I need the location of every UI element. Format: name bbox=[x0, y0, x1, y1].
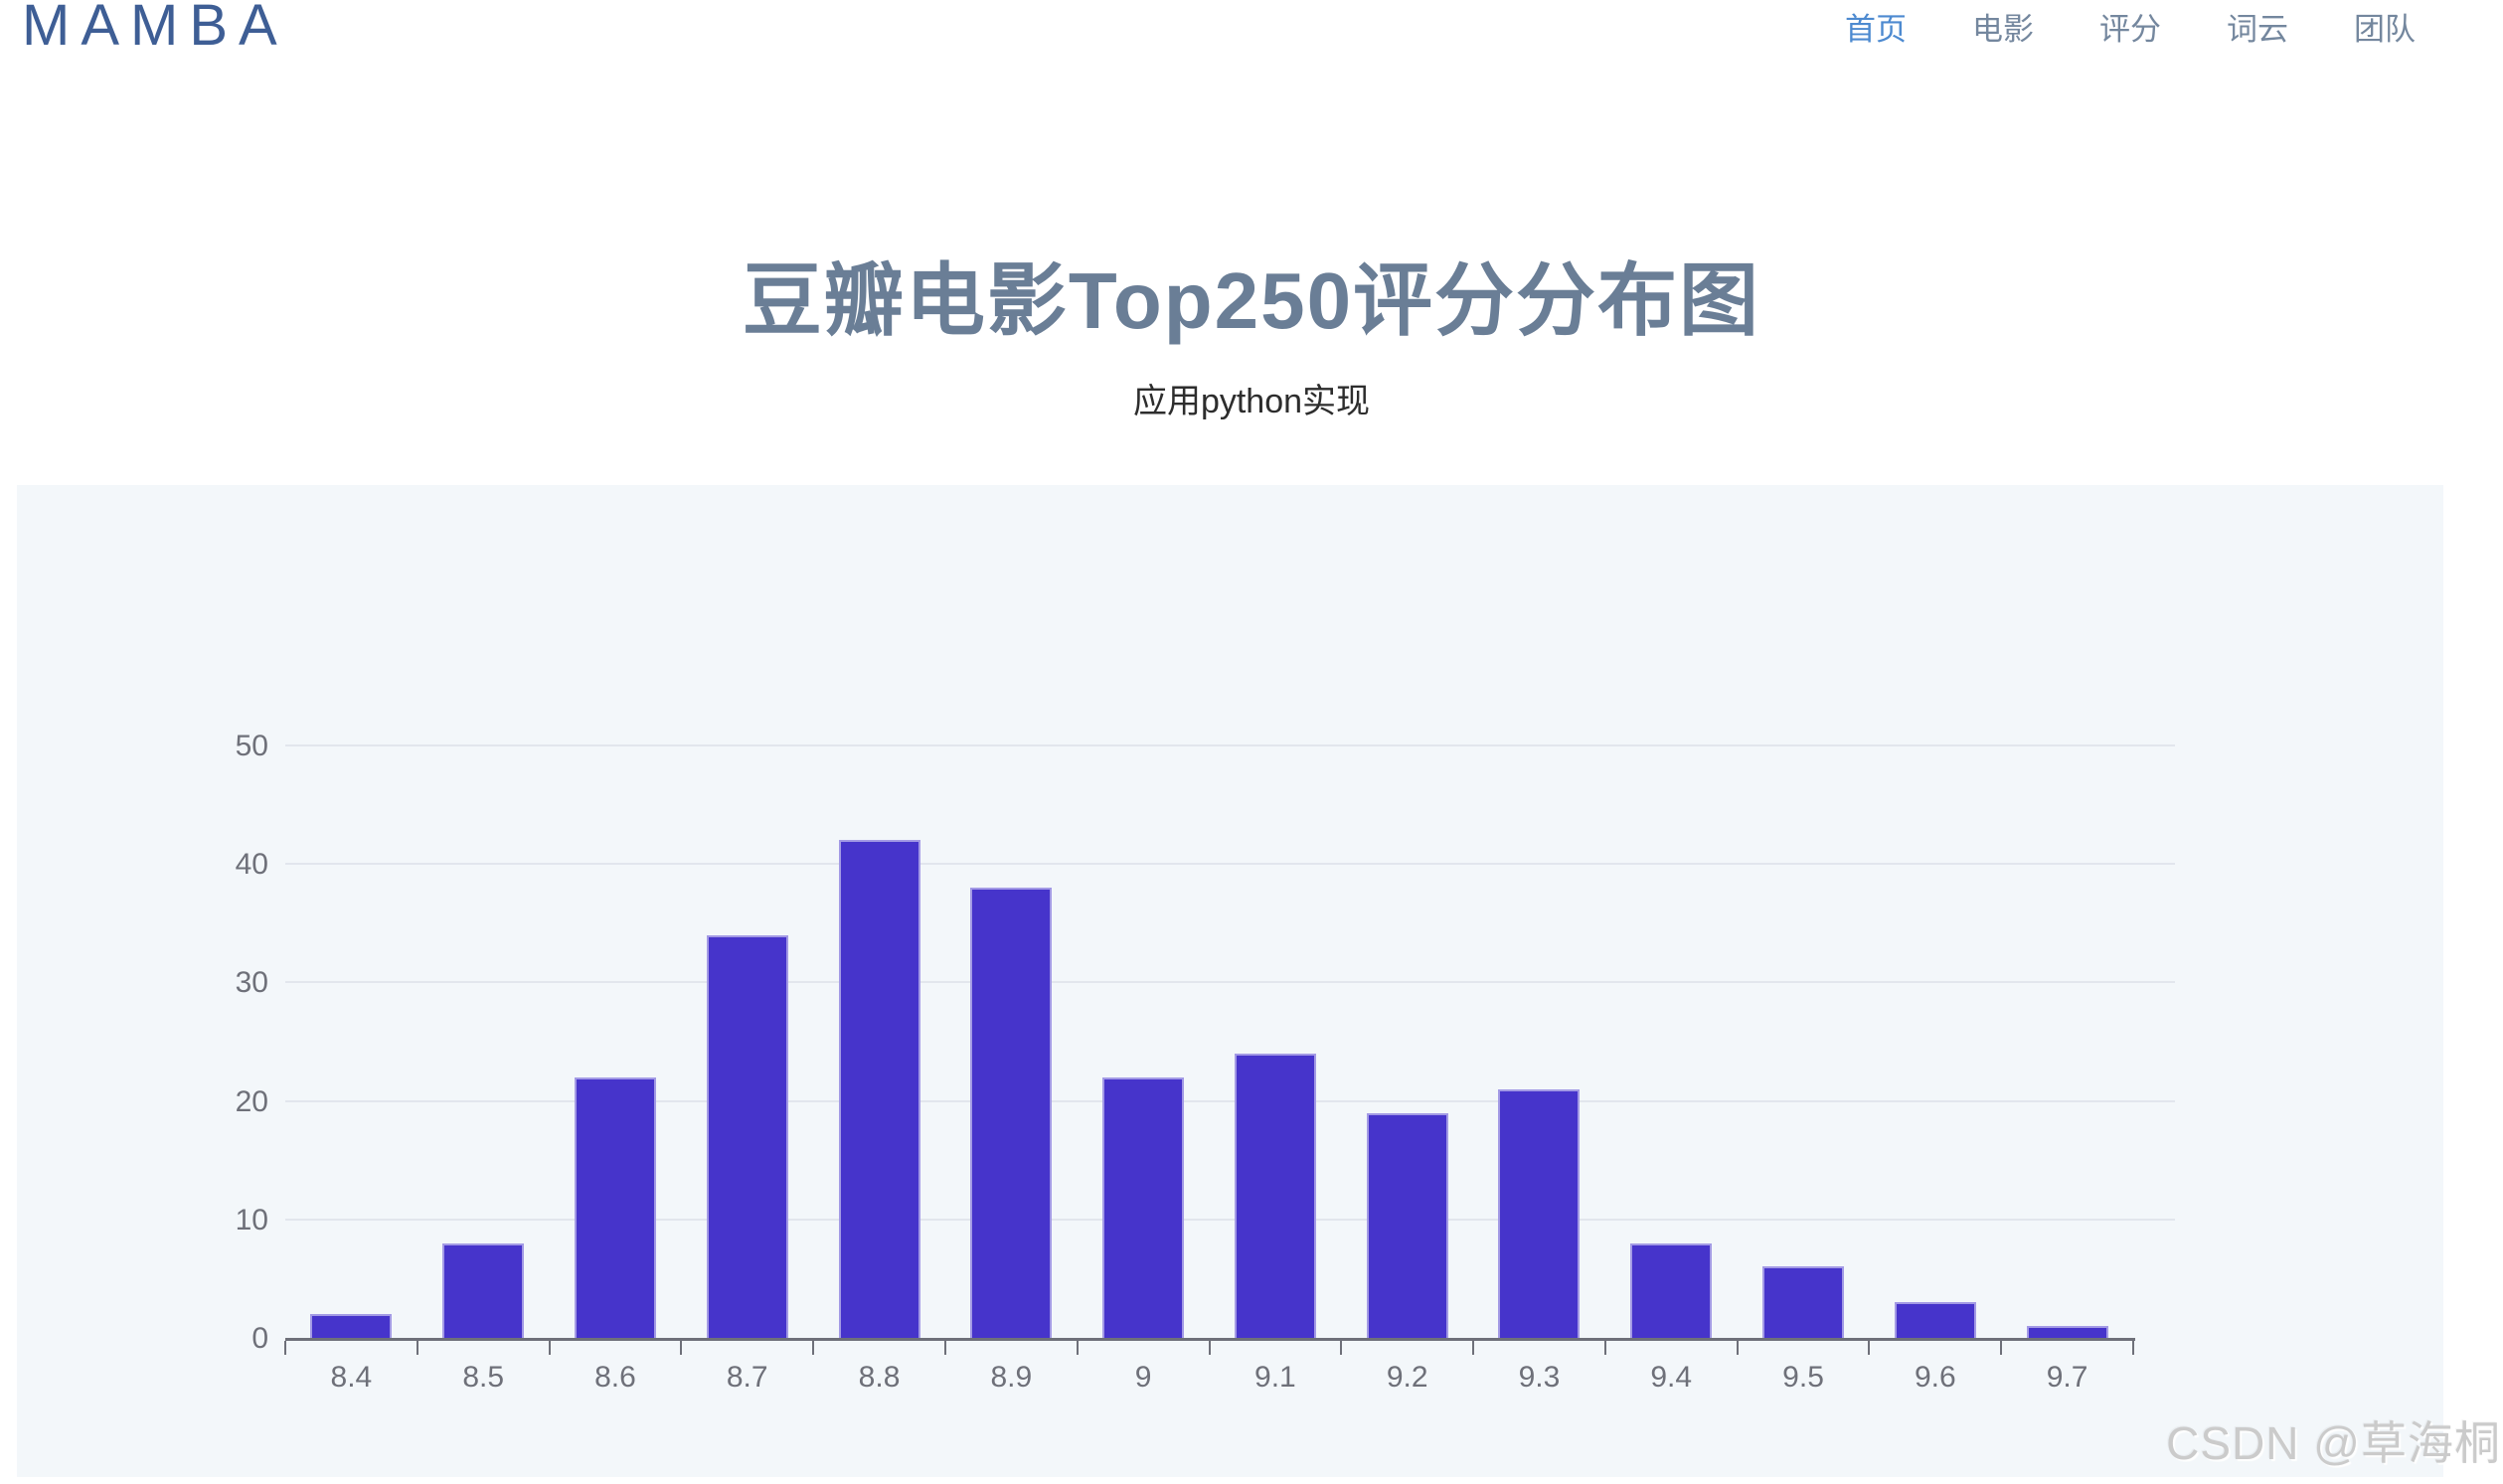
bar-9.4[interactable] bbox=[1630, 1242, 1713, 1338]
x-axis-label-8.9: 8.9 bbox=[990, 1361, 1033, 1394]
main-nav: 首页 电影 评分 词云 团队 bbox=[1845, 8, 2416, 52]
x-axis-label-9.2: 9.2 bbox=[1386, 1361, 1428, 1394]
nav-item-1[interactable]: 电影 bbox=[1972, 12, 2034, 47]
bar-9.3[interactable] bbox=[1498, 1088, 1581, 1338]
gridline-y-20 bbox=[285, 1099, 2175, 1102]
x-axis-tick-4 bbox=[812, 1341, 815, 1355]
bar-9.6[interactable] bbox=[1894, 1302, 1976, 1338]
logo-mamba[interactable]: MAMBA bbox=[22, 0, 288, 58]
x-axis-line bbox=[285, 1338, 2135, 1341]
x-axis-tick-5 bbox=[943, 1341, 946, 1355]
rating-distribution-chart: 0 10 20 30 40 50 8.4 8.5 8.6 8.7 8.8 8.9 9 9.1 9.2 9.3 9… bbox=[17, 485, 2443, 1477]
x-axis-tick-3 bbox=[680, 1341, 683, 1355]
x-axis-tick-12 bbox=[1868, 1341, 1871, 1355]
nav-item-4[interactable]: 团队 bbox=[2354, 12, 2416, 47]
bar-8.7[interactable] bbox=[706, 934, 788, 1338]
page-subtitle: 应用python实现 bbox=[1132, 383, 1371, 420]
x-axis-tick-2 bbox=[548, 1341, 551, 1355]
bar-8.6[interactable] bbox=[574, 1076, 656, 1338]
x-axis-label-8.7: 8.7 bbox=[726, 1361, 768, 1394]
bar-8.9[interactable] bbox=[970, 888, 1053, 1338]
x-axis-label-8.5: 8.5 bbox=[462, 1361, 505, 1394]
nav-item-2[interactable]: 评分 bbox=[2099, 12, 2161, 47]
x-axis-label-8.8: 8.8 bbox=[858, 1361, 901, 1394]
x-axis-label-9.3: 9.3 bbox=[1518, 1361, 1561, 1394]
x-axis-label-8.4: 8.4 bbox=[330, 1361, 373, 1394]
gridline-y-10 bbox=[285, 1218, 2175, 1221]
x-axis-tick-0 bbox=[284, 1341, 286, 1355]
x-axis-label-8.6: 8.6 bbox=[594, 1361, 636, 1394]
y-axis-label-40: 40 bbox=[235, 848, 268, 882]
x-axis-tick-13 bbox=[2000, 1341, 2003, 1355]
y-axis-label-20: 20 bbox=[235, 1084, 268, 1118]
x-axis-tick-11 bbox=[1736, 1341, 1739, 1355]
bar-8.8[interactable] bbox=[838, 840, 920, 1338]
bar-9[interactable] bbox=[1102, 1076, 1185, 1338]
bar-8.4[interactable] bbox=[310, 1314, 393, 1338]
x-axis-tick-6 bbox=[1076, 1341, 1079, 1355]
x-axis-tick-1 bbox=[416, 1341, 418, 1355]
x-axis-label-9.7: 9.7 bbox=[2046, 1361, 2088, 1394]
bar-8.5[interactable] bbox=[442, 1242, 525, 1338]
nav-item-0[interactable]: 首页 bbox=[1845, 12, 1907, 47]
bar-9.7[interactable] bbox=[2026, 1326, 2108, 1338]
bar-9.2[interactable] bbox=[1366, 1112, 1448, 1338]
x-axis-tick-9 bbox=[1472, 1341, 1475, 1355]
watermark: CSDN @草海桐 bbox=[2166, 1417, 2501, 1469]
x-axis-label-9.4: 9.4 bbox=[1650, 1361, 1693, 1394]
bar-9.5[interactable] bbox=[1762, 1266, 1845, 1338]
gridline-y-50 bbox=[285, 744, 2175, 746]
bar-9.1[interactable] bbox=[1234, 1053, 1316, 1338]
y-axis-label-0: 0 bbox=[251, 1322, 268, 1355]
y-axis-label-50: 50 bbox=[235, 730, 268, 762]
page-title: 豆瓣电影Top250评分分布图 bbox=[742, 256, 1761, 345]
x-axis-tick-7 bbox=[1208, 1341, 1211, 1355]
x-axis-label-9: 9 bbox=[1134, 1361, 1152, 1394]
nav-item-3[interactable]: 词云 bbox=[2227, 12, 2288, 47]
x-axis-tick-14 bbox=[2132, 1341, 2134, 1355]
y-axis-label-10: 10 bbox=[235, 1203, 268, 1237]
y-axis-label-30: 30 bbox=[235, 966, 268, 1000]
gridline-y-40 bbox=[285, 863, 2175, 866]
gridline-y-30 bbox=[285, 981, 2175, 984]
x-axis-label-9.6: 9.6 bbox=[1914, 1361, 1956, 1394]
x-axis-label-9.5: 9.5 bbox=[1782, 1361, 1824, 1394]
x-axis-tick-8 bbox=[1340, 1341, 1343, 1355]
x-axis-tick-10 bbox=[1603, 1341, 1606, 1355]
x-axis-label-9.1: 9.1 bbox=[1254, 1361, 1296, 1394]
